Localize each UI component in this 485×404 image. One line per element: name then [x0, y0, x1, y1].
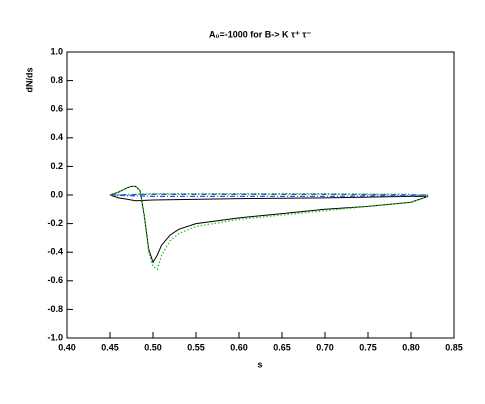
x-tick-label: 0.85	[445, 342, 463, 352]
y-tick-label: -0.6	[47, 275, 63, 285]
x-tick-label: 0.60	[230, 342, 248, 352]
chart-title: A₀=-1000 for B-> K τ⁺ τ⁻	[209, 29, 311, 39]
x-tick-label: 0.75	[359, 342, 377, 352]
y-tick-label: 0.8	[50, 75, 63, 85]
y-tick-label: 1.0	[50, 46, 63, 56]
y-tick-label: 0.4	[50, 132, 63, 142]
y-tick-label: 0.0	[50, 189, 63, 199]
y-tick-label: -1.0	[47, 332, 63, 342]
y-tick-label: 0.2	[50, 161, 63, 171]
y-axis-label: dN/ds	[24, 67, 34, 92]
x-tick-label: 0.80	[402, 342, 420, 352]
x-tick-label: 0.40	[58, 342, 76, 352]
x-tick-label: 0.70	[316, 342, 334, 352]
y-tick-label: -0.4	[47, 247, 63, 257]
y-tick-label: 0.6	[50, 104, 63, 114]
x-tick-label: 0.45	[101, 342, 119, 352]
y-tick-label: -0.2	[47, 218, 63, 228]
series-line	[109, 185, 429, 264]
x-tick-label: 0.65	[273, 342, 291, 352]
x-tick-label: 0.50	[144, 342, 162, 352]
x-tick-label: 0.55	[187, 342, 205, 352]
x-axis-label: s	[257, 359, 262, 369]
series-line	[109, 193, 429, 198]
y-tick-label: -0.8	[47, 304, 63, 314]
